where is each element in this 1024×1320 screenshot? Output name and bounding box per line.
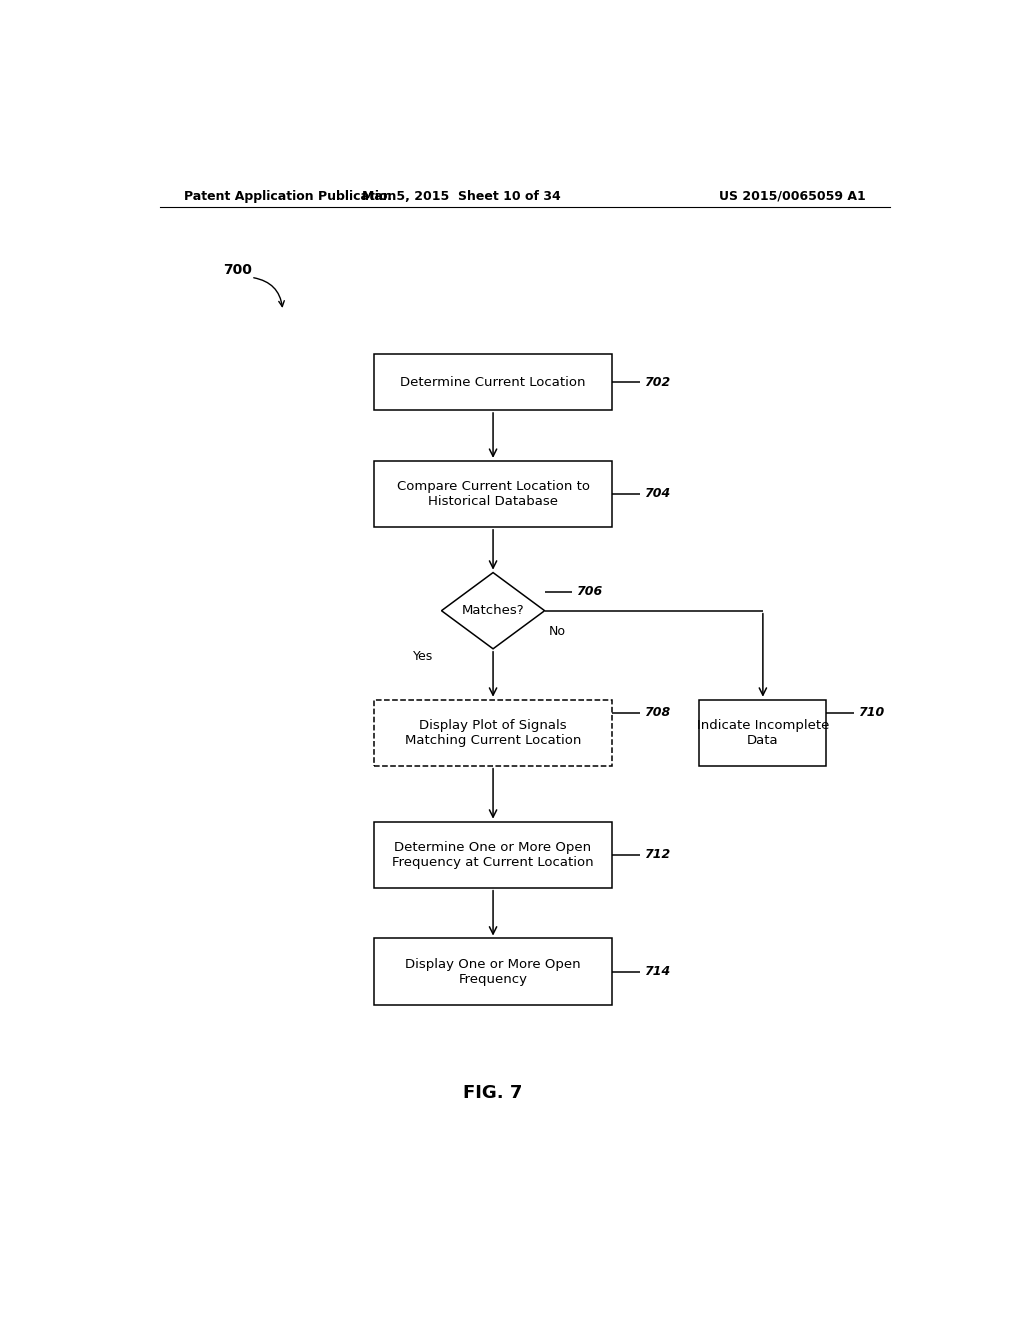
Text: Yes: Yes [414, 649, 433, 663]
Bar [374, 461, 612, 527]
Bar [374, 939, 612, 1005]
Text: 706: 706 [577, 585, 603, 598]
Bar [374, 821, 612, 887]
Text: 702: 702 [644, 375, 670, 388]
Text: Determine One or More Open
Frequency at Current Location: Determine One or More Open Frequency at … [392, 841, 594, 869]
Text: 700: 700 [223, 263, 252, 277]
Bar [374, 700, 612, 766]
Text: Patent Application Publication: Patent Application Publication [183, 190, 396, 202]
Text: No: No [549, 624, 565, 638]
Text: US 2015/0065059 A1: US 2015/0065059 A1 [719, 190, 866, 202]
Text: Mar. 5, 2015  Sheet 10 of 34: Mar. 5, 2015 Sheet 10 of 34 [361, 190, 561, 202]
Polygon shape [441, 573, 545, 649]
Text: Compare Current Location to
Historical Database: Compare Current Location to Historical D… [396, 479, 590, 508]
FancyArrowPatch shape [254, 277, 285, 306]
Text: Determine Current Location: Determine Current Location [400, 375, 586, 388]
Bar [374, 354, 612, 411]
Text: Indicate Incomplete
Data: Indicate Incomplete Data [696, 718, 829, 747]
Text: Display Plot of Signals
Matching Current Location: Display Plot of Signals Matching Current… [404, 718, 582, 747]
Text: 704: 704 [644, 487, 670, 500]
Text: 710: 710 [858, 706, 885, 719]
Bar [699, 700, 826, 766]
Text: Display One or More Open
Frequency: Display One or More Open Frequency [406, 957, 581, 986]
Text: FIG. 7: FIG. 7 [464, 1085, 522, 1102]
Text: 712: 712 [644, 849, 670, 861]
Text: Matches?: Matches? [462, 605, 524, 618]
Text: 708: 708 [644, 706, 670, 719]
Text: 714: 714 [644, 965, 670, 978]
